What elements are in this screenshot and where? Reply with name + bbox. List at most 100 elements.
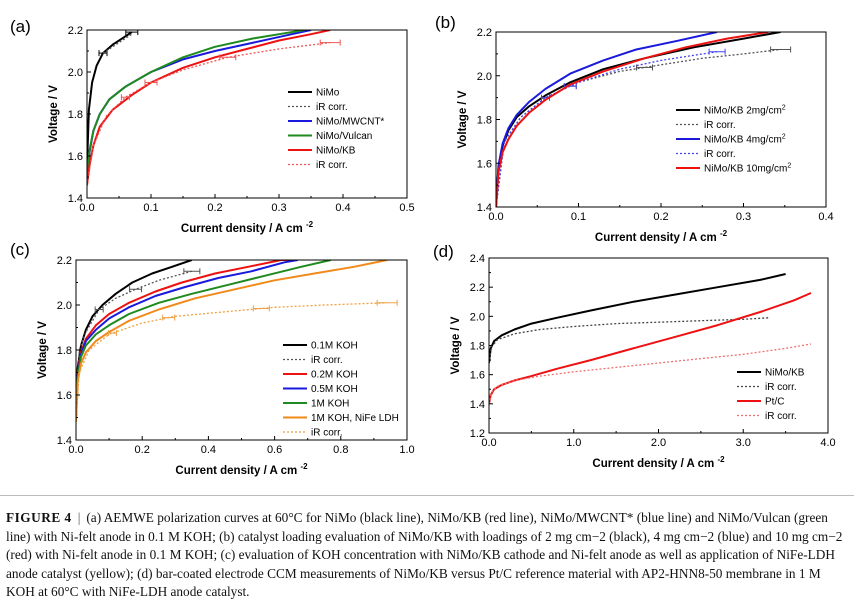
x-axis-label-sup: -2 — [300, 462, 308, 471]
x-tick-label: 0.4 — [818, 211, 833, 223]
series-line-1 — [102, 33, 133, 54]
error-bar — [708, 48, 726, 55]
legend-label: 0.1M KOH — [311, 341, 358, 352]
legend-label: NiMo — [316, 88, 340, 99]
error-bar — [636, 64, 653, 71]
legend: NiMo/KB 2mg/cm2 iR corr. NiMo/KB 4mg/cm2 iR… — [676, 105, 791, 175]
x-tick-label: 4.0 — [820, 437, 835, 449]
caption-text: (a) AEMWE polarization curves at 60°C fo… — [6, 510, 843, 599]
y-axis-label: Voltage / V — [37, 321, 49, 379]
caption-divider — [0, 495, 854, 496]
y-tick-label: 2.0 — [470, 311, 485, 323]
x-tick-label: 0.2 — [653, 211, 668, 223]
y-tick-label: 1.4 — [68, 193, 83, 205]
y-tick-label: 2.0 — [68, 67, 83, 79]
y-axis-label: Voltage / V — [457, 90, 469, 148]
y-tick-label: 1.6 — [477, 158, 492, 170]
legend-label: iR corr. — [704, 149, 736, 160]
legend: 0.1M KOH iR corr. 0.2M KOH 0.5M KOH 1M KOH 1M… — [283, 341, 399, 439]
error-bar — [319, 39, 341, 46]
error-bar — [183, 268, 201, 275]
series-group — [87, 30, 341, 186]
y-tick-label: 1.6 — [68, 151, 83, 163]
x-axis-label-sup: -2 — [720, 229, 728, 238]
legend-label: iR corr. — [316, 102, 348, 113]
y-tick-label: 2.2 — [68, 25, 83, 37]
x-tick-label: 0.3 — [271, 202, 286, 214]
chart-panel-a: 0.0 0.1 0.2 0.3 0.4 0.5 1.4 1.6 1.8 2.0 2.2 Current… — [10, 17, 415, 235]
legend-label: NiMo/KB 2mg/cm2 — [704, 105, 786, 117]
x-tick-label: 0.0 — [488, 211, 503, 223]
series-group — [496, 32, 792, 207]
plot-frame — [495, 31, 827, 208]
error-bar — [252, 305, 270, 312]
legend-label: iR corr. — [765, 382, 797, 393]
error-bar — [376, 299, 398, 306]
figure-caption: FIGURE 4 | (a) AEMWE polarization curves a… — [6, 510, 843, 599]
legend-label: 0.5M KOH — [311, 384, 358, 395]
x-tick-label: 0.1 — [571, 211, 586, 223]
x-tick-label: 1.0 — [566, 437, 581, 449]
y-tick-label: 1.4 — [470, 399, 485, 411]
x-axis-label: Current density / A cm -2 — [181, 220, 314, 235]
series-line-1 — [76, 270, 192, 418]
y-axis-label: Voltage / V — [450, 316, 462, 374]
plot-frame — [86, 29, 408, 199]
chart-panel-b: 0.0 0.1 0.2 0.3 0.4 1.4 1.6 1.8 2.0 2.2 Current de… — [435, 13, 834, 244]
legend-label-sup: 2 — [787, 163, 791, 170]
legend-label-sup: 2 — [782, 134, 786, 141]
x-tick-label: 0.0 — [481, 437, 496, 449]
y-tick-label: 1.6 — [470, 370, 485, 382]
panel-label: (c) — [10, 240, 30, 259]
x-tick-label: 0.6 — [267, 444, 282, 456]
chart-panel-d: 0.0 1.0 2.0 3.0 4.0 1.2 1.4 1.6 1.8 2.0 2.2 2.4 Curr… — [433, 242, 836, 470]
y-axis-label: Voltage / V — [48, 85, 60, 143]
x-axis-label-sup: -2 — [306, 220, 314, 229]
series-line-4 — [76, 260, 332, 418]
y-tick-label: 2.0 — [57, 300, 72, 312]
legend-label: NiMo/KB 10mg/cm2 — [704, 163, 791, 175]
y-tick-label: 2.4 — [470, 253, 485, 265]
y-tick-label: 1.8 — [470, 341, 485, 353]
legend-label: iR corr. — [311, 428, 343, 439]
series-line-2 — [489, 292, 812, 404]
legend-label: iR corr. — [316, 160, 348, 171]
x-tick-label: 0.2 — [135, 444, 150, 456]
error-bar — [144, 79, 158, 86]
error-bar — [219, 54, 237, 61]
series-line-2 — [496, 32, 718, 207]
y-tick-label: 2.2 — [470, 282, 485, 294]
legend-label: iR corr. — [765, 411, 797, 422]
series-line-0 — [489, 273, 786, 364]
series-line-3 — [76, 260, 298, 418]
legend-label: NiMo/KB 4mg/cm2 — [704, 134, 786, 146]
x-tick-label: 0.8 — [333, 444, 348, 456]
legend: NiMo iR corr. NiMo/MWCNT* NiMo/Vulcan NiMo/K… — [288, 88, 384, 171]
error-bar — [120, 94, 130, 101]
figure-chart-area: 0.0 0.1 0.2 0.3 0.4 0.5 1.4 1.6 1.8 2.0 2.2 Current… — [10, 13, 836, 477]
x-tick-label: 0.3 — [736, 211, 751, 223]
series-group — [76, 260, 398, 423]
y-tick-label: 1.4 — [477, 202, 492, 214]
legend-label: 1M KOH — [311, 399, 349, 410]
x-axis-label: Current density / A cm -2 — [595, 229, 728, 244]
x-tick-label: 0.4 — [201, 444, 216, 456]
series-line-0 — [496, 32, 781, 207]
x-tick-label: 0.1 — [143, 202, 158, 214]
y-tick-label: 1.8 — [57, 345, 72, 357]
legend-label: NiMo/KB — [765, 368, 805, 379]
caption-label: FIGURE 4 — [6, 510, 72, 525]
legend-label: iR corr. — [704, 120, 736, 131]
y-tick-label: 2.2 — [477, 27, 492, 39]
panel-label: (b) — [435, 13, 456, 32]
series-line-6 — [76, 302, 388, 423]
x-tick-label: 0.5 — [399, 202, 414, 214]
series-line-1 — [496, 48, 781, 207]
error-bar — [107, 330, 117, 337]
x-tick-label: 1.0 — [399, 444, 414, 456]
series-line-4 — [496, 32, 769, 207]
legend-label-sup: 2 — [782, 105, 786, 112]
x-tick-label: 0.4 — [335, 202, 350, 214]
series-group — [489, 273, 812, 404]
